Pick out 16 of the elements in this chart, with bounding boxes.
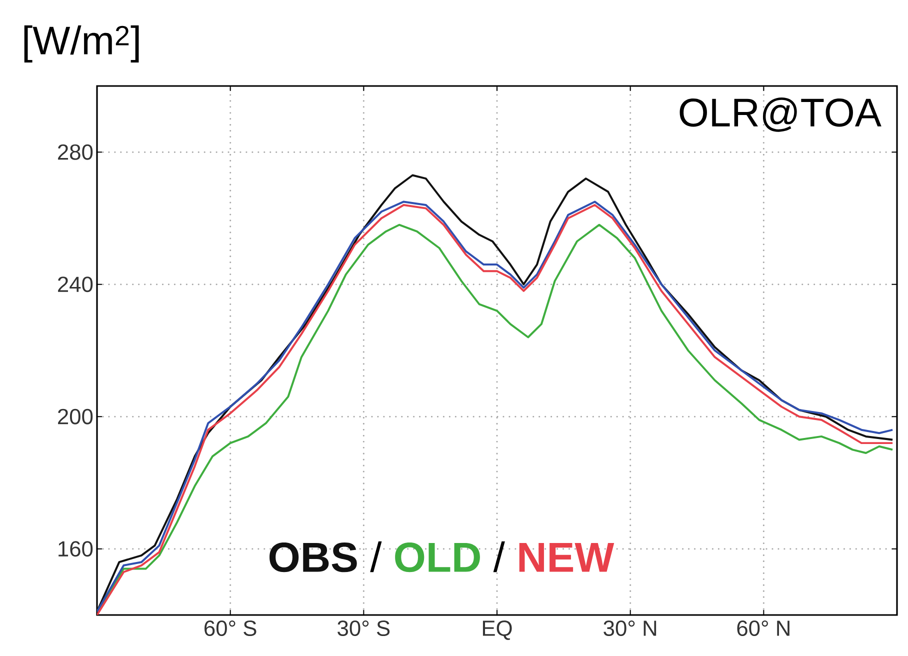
y-tick-label: 240 [58, 276, 93, 292]
x-tick-label: 30° N [604, 620, 656, 636]
text: OLD [395, 542, 480, 572]
y-tick-label: 160 [58, 541, 93, 557]
y-tick-label: 280 [58, 144, 93, 160]
annotation: / [493, 541, 505, 572]
text: NEW [519, 542, 614, 572]
x-tick-label: 30° S [338, 620, 390, 636]
text: OBS [270, 542, 357, 572]
y-tick-label: 200 [58, 408, 93, 424]
chart-title: OLR@TOA [680, 97, 882, 132]
y-axis-title: [W/m$^{2}$] [24, 25, 139, 63]
x-tick-label: EQ [482, 620, 512, 640]
x-tick-label: 60° N [737, 620, 790, 636]
x-tick-label: 60° S [204, 620, 256, 636]
annotation: / [370, 541, 382, 572]
